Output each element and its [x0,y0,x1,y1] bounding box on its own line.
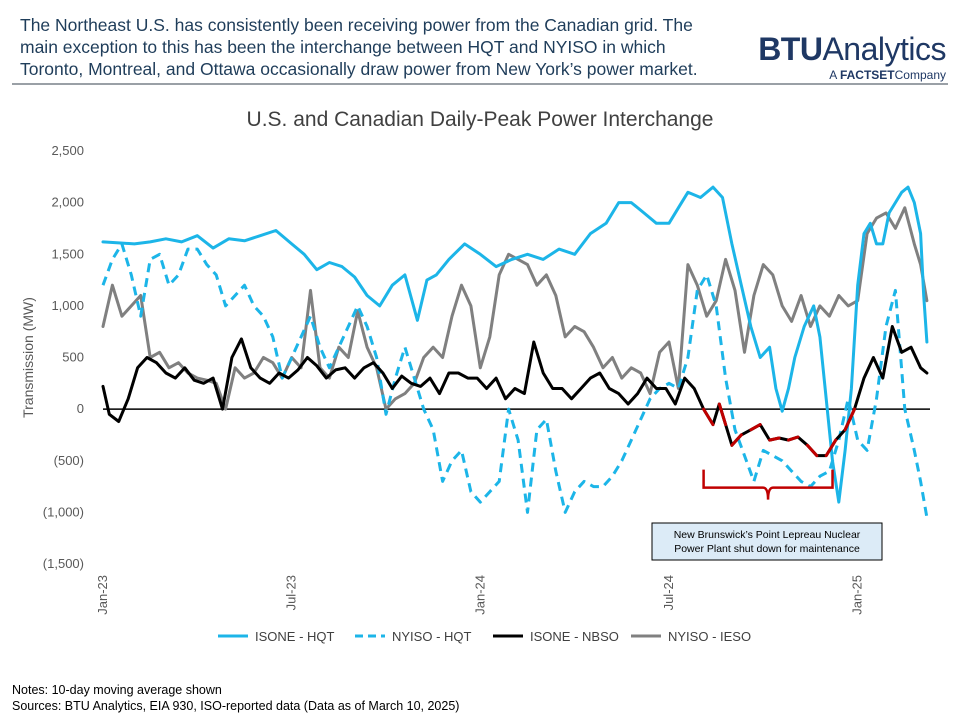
sources-line: Sources: BTU Analytics, EIA 930, ISO-rep… [12,699,460,713]
y-tick-label: (500) [54,453,84,468]
annotation-text-line2: Power Plant shut down for maintenance [674,543,860,555]
annotation-box [651,522,883,561]
annotation-text-line1: New Brunswick’s Point Lepreau Nuclear [674,529,861,541]
nbso-outage-highlight [805,443,819,458]
logo-tag-prefix: A [829,68,840,82]
logo-brand-bold: BTU [758,31,823,67]
legend-label: ISONE - NBSO [530,629,619,644]
nbso-outage-highlight [843,407,856,432]
nbso-outage-highlight [824,438,838,458]
x-tick-label: Jan-25 [850,575,865,615]
nbso-outage-highlight [787,435,800,442]
x-tick-label: Jan-23 [95,575,110,615]
legend-label: ISONE - HQT [255,629,335,644]
logo-tag-bold: FACTSET [839,68,895,82]
y-tick-label: 2,500 [51,143,84,158]
notes-line: Notes: 10-day moving average shown [12,683,222,697]
annotation-bracket [702,469,834,500]
chart-title: U.S. and Canadian Daily-Peak Power Inter… [246,108,714,131]
nbso-outage-highlight [768,436,781,442]
y-tick-label: 500 [62,350,84,365]
y-tick-label: 1,500 [51,246,84,261]
btu-analytics-logo: BTUAnalytics A FACTSETCompany [758,32,946,82]
x-tick-label: Jan-24 [472,575,487,615]
series-line-isone-nbso [101,325,929,458]
y-tick-label: (1,500) [43,556,84,571]
intro-text: The Northeast U.S. has consistently been… [20,15,698,79]
chart-notes: Notes: 10-day moving average shown Sourc… [12,682,459,714]
nbso-outage-highlight [749,423,762,432]
logo-tag-suffix: Company [894,68,946,82]
series-line-nyiso-ieso [101,206,929,411]
y-tick-label: (1,000) [43,504,84,519]
legend-label: NYISO - IESO [668,629,751,644]
nbso-outage-highlight [730,433,743,447]
y-tick-label: 0 [77,401,84,416]
y-axis-label: Transmission (MW) [20,297,36,418]
nbso-outage-highlight [717,402,728,427]
series-line-nyiso-hqt [101,242,929,518]
x-tick-label: Jul-24 [661,575,676,610]
nbso-outage-highlight [702,407,715,427]
header-divider [12,83,948,85]
logo-brand-rest: Analytics [822,31,946,67]
legend-label: NYISO - HQT [392,629,472,644]
series-line-isone-hqt [101,185,929,504]
y-tick-label: 1,000 [51,298,84,313]
x-tick-label: Jul-23 [284,575,299,610]
y-tick-label: 2,000 [51,195,84,210]
